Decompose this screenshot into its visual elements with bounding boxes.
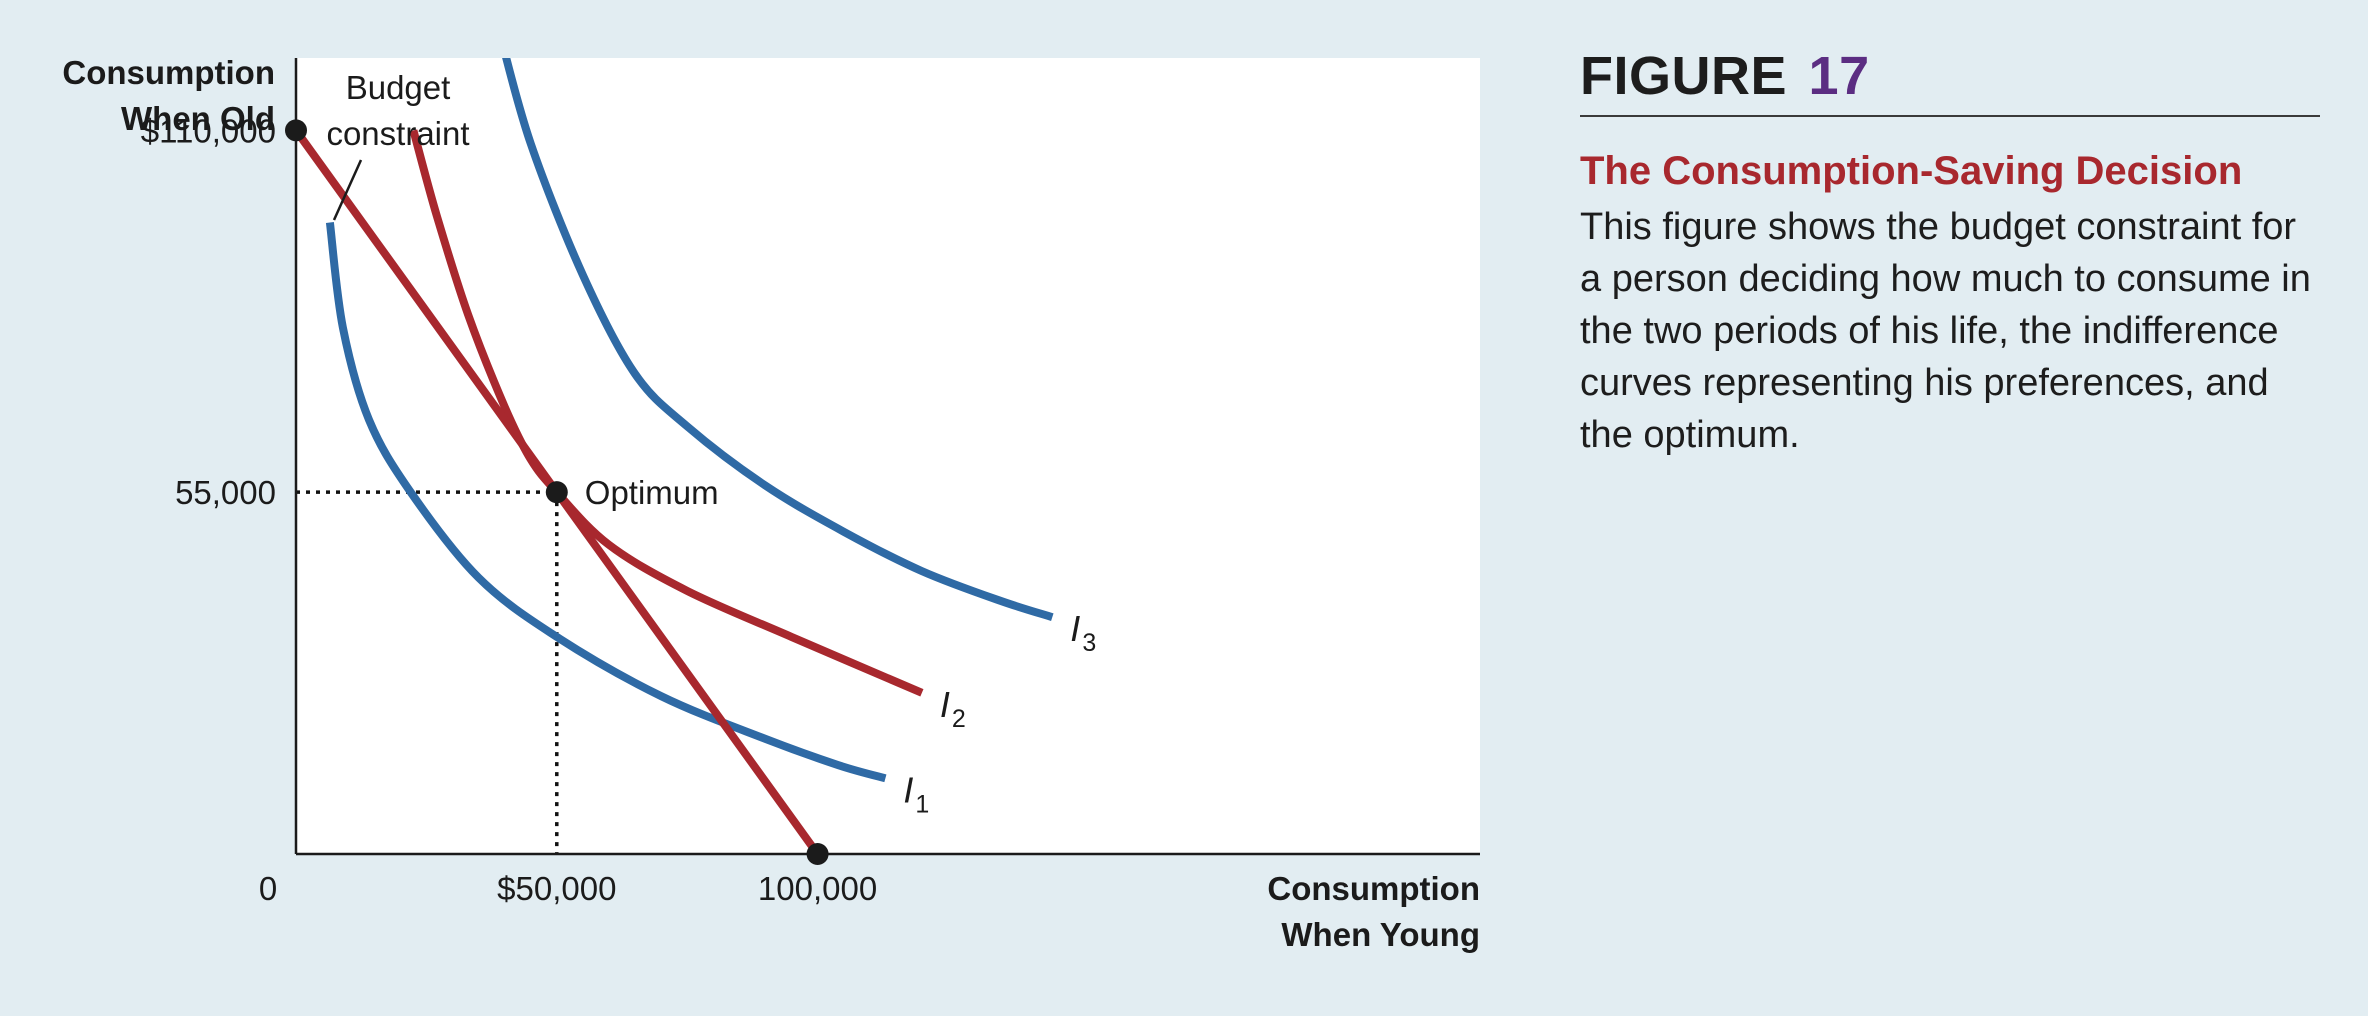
budget-constraint-label-line2: constraint — [326, 115, 469, 152]
consumption-saving-chart: Consumption When Old Consumption When Yo… — [62, 54, 1480, 953]
figure-heading: FIGURE 17 — [1580, 48, 2320, 117]
y-axis-label-line2: When Old — [121, 100, 275, 137]
x-tick-label: $50,000 — [497, 870, 616, 907]
budget-x-intercept-point — [806, 843, 829, 865]
y-axis-label-line1: Consumption — [62, 54, 275, 91]
tick-labels: $50,000 100,000 $110,000 55,000 — [141, 112, 877, 907]
figure-caption-text: This figure shows the budget constraint … — [1580, 205, 2311, 456]
x-tick-label: 100,000 — [758, 870, 877, 907]
curve-label-subscript: 3 — [1082, 629, 1096, 657]
budget-constraint-pointer — [332, 159, 363, 221]
key-points — [285, 119, 829, 865]
y-tick-label: $110,000 — [141, 112, 276, 149]
x-axis-label-line2: When Young — [1281, 916, 1480, 953]
optimum-label: Optimum — [585, 474, 719, 511]
y-tick-label: 55,000 — [175, 474, 276, 511]
indifference-curve-i3 — [502, 58, 1054, 622]
figure-label: FIGURE — [1580, 46, 1788, 106]
curve-label-subscript: 1 — [915, 790, 929, 818]
curve-label-subscript: 2 — [952, 705, 966, 733]
indifference-curve-i1 — [325, 222, 887, 783]
budget-constraint-label-line1: Budget — [346, 69, 451, 106]
origin-label: 0 — [259, 870, 277, 907]
budget-y-intercept-point — [285, 119, 307, 142]
x-axis-label-line1: Consumption — [1267, 870, 1480, 907]
optimum-point — [545, 481, 568, 504]
figure-number: 17 — [1808, 46, 1870, 106]
figure-title: The Consumption-Saving Decision — [1580, 148, 2243, 193]
figure-caption-panel: FIGURE 17 The Consumption-Saving Decisio… — [1580, 48, 2320, 461]
plot-area — [296, 58, 1480, 854]
